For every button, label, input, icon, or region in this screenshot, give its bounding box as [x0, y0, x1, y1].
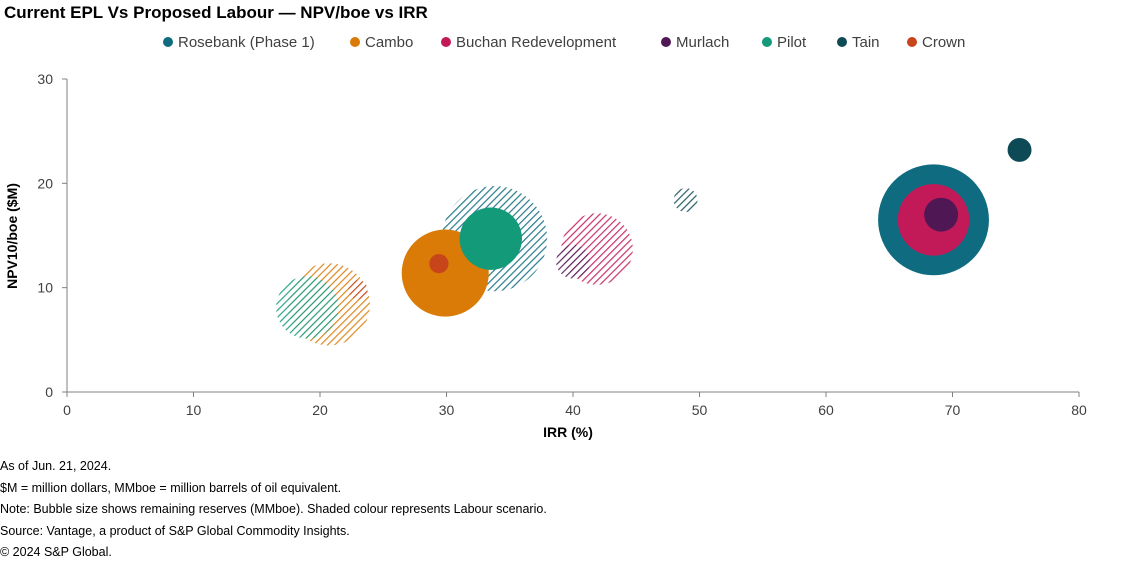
note-bubble-size: Note: Bubble size shows remaining reserv…	[0, 502, 547, 516]
legend-swatch-tain	[837, 37, 847, 47]
legend-label-murlach: Murlach	[676, 33, 730, 51]
note-date: As of Jun. 21, 2024.	[0, 459, 112, 473]
x-tick-label: 20	[312, 402, 328, 418]
current-epl-bubbles	[401, 137, 1032, 317]
legend-swatch-rosebank-phase-1	[163, 37, 173, 47]
note-units: $M = million dollars, MMboe = million ba…	[0, 480, 342, 495]
bubble-labour-murlach	[556, 244, 590, 279]
bubble-current-pilot	[459, 207, 522, 270]
legend-item-tain: Tain	[837, 32, 880, 52]
x-tick-label: 80	[1071, 402, 1087, 418]
legend-item-rosebank-phase-1: Rosebank (Phase 1)	[163, 32, 315, 52]
legend-label-tain: Tain	[852, 33, 880, 51]
y-tick-label: 10	[37, 280, 53, 296]
x-tick-label: 50	[692, 402, 708, 418]
chart-axes: 0 10 20 30 40 50 60 70 80 0 10 20 30	[37, 71, 1087, 418]
legend-swatch-cambo	[350, 37, 360, 47]
y-tick-label: 20	[37, 175, 53, 191]
y-tick-label: 0	[45, 384, 53, 400]
chart-legend: Rosebank (Phase 1) Cambo Buchan Redevelopm…	[0, 32, 1125, 54]
legend-item-buchan-redevelopment: Buchan Redevelopment	[441, 32, 616, 52]
bubble-current-murlach	[924, 197, 959, 232]
legend-swatch-buchan-redevelopment	[441, 37, 451, 47]
legend-label-crown: Crown	[922, 33, 966, 51]
legend-item-crown: Crown	[907, 32, 965, 52]
chart-notes: As of Jun. 21, 2024. $M = million dollar…	[0, 456, 547, 564]
bubble-current-tain	[1007, 137, 1032, 162]
labour-bubbles	[276, 186, 698, 346]
legend-item-cambo: Cambo	[350, 32, 413, 52]
legend-label-rosebank-phase-1: Rosebank (Phase 1)	[178, 33, 315, 51]
x-tick-label: 30	[439, 402, 455, 418]
x-tick-label: 70	[945, 402, 961, 418]
legend-item-pilot: Pilot	[762, 32, 806, 52]
y-tick-label: 30	[37, 71, 53, 87]
bubble-labour-tain	[673, 188, 698, 212]
legend-label-cambo: Cambo	[365, 33, 414, 51]
legend-swatch-crown	[907, 37, 917, 47]
note-source: Source: Vantage, a product of S&P Global…	[0, 523, 350, 538]
y-axis-title: NPV10/boe ($M)	[4, 183, 20, 289]
legend-swatch-pilot	[762, 37, 772, 47]
x-tick-label: 60	[818, 402, 834, 418]
x-tick-label: 0	[63, 402, 71, 418]
legend-item-murlach: Murlach	[661, 32, 729, 52]
legend-label-buchan-redevelopment: Buchan Redevelopment	[456, 33, 617, 51]
x-tick-label: 40	[565, 402, 581, 418]
x-tick-label: 10	[186, 402, 202, 418]
legend-label-pilot: Pilot	[777, 33, 807, 51]
note-copyright: © 2024 S&P Global.	[0, 545, 112, 559]
bubble-labour-pilot	[276, 276, 339, 339]
bubble-labour-crown	[348, 280, 368, 300]
legend-swatch-murlach	[661, 37, 671, 47]
bubble-current-crown	[429, 254, 449, 274]
x-axis-title: IRR (%)	[543, 424, 593, 440]
chart-title: Current EPL Vs Proposed Labour — NPV/boe…	[4, 3, 428, 22]
